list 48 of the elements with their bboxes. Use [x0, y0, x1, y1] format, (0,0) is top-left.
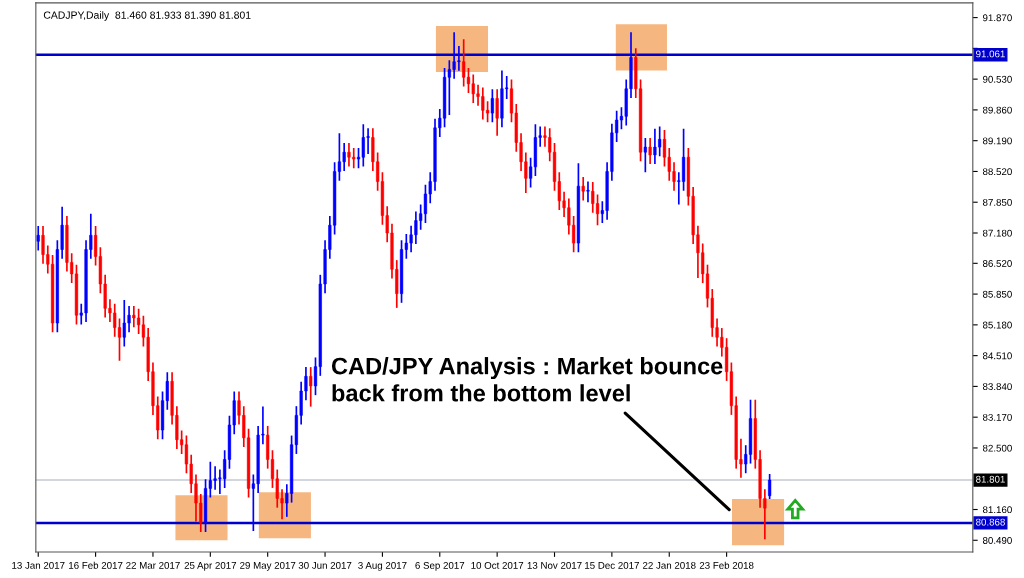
x-tick-label: 23 Feb 2018 [699, 561, 754, 569]
text: CADJPY,Daily 81.460 81.933 81.390 81.801 [43, 11, 251, 21]
candlestick [648, 137, 652, 165]
candlestick [662, 129, 667, 168]
x-tick-label: 29 May 2017 [240, 561, 296, 571]
candlestick [462, 38, 466, 88]
candlestick [586, 180, 590, 204]
candlestick [36, 225, 40, 252]
y-tick-label: 80.490 [982, 537, 1012, 544]
x-tick-label: 6 Sep 2017 [415, 561, 465, 571]
candlestick [423, 183, 428, 224]
x-tick-label: 25 Apr 2017 [184, 561, 237, 571]
candlestick [495, 88, 499, 137]
x-tick-label: 30 Jun 2017 [298, 561, 352, 569]
ref-line-label: 80.868 [976, 518, 1005, 526]
y-tick-label: 86.520 [982, 260, 1012, 267]
y-tick-label: 87.180 [982, 229, 1012, 237]
y-tick-label: 91.870 [982, 14, 1012, 22]
x-tick-label: 15 Dec 2017 [585, 561, 639, 569]
candlestick [490, 88, 494, 124]
x-tick-label: 22 Mar 2017 [126, 561, 180, 569]
candlestick [595, 193, 600, 227]
y-tick-label: 89.190 [982, 137, 1012, 145]
candlestick [309, 366, 313, 408]
candlestick [643, 137, 647, 174]
candlestick [768, 473, 772, 500]
y-tick-label: 81.160 [982, 506, 1012, 514]
ref-line-label: 91.061 [976, 50, 1005, 58]
annotation: CAD/JPY Analysis : Market bounce back from the bottom level [331, 357, 723, 402]
x-tick-label: 10 Oct 2017 [471, 561, 524, 569]
y-tick-label: 89.860 [982, 106, 1012, 114]
y-tick-label: 84.510 [982, 352, 1012, 360]
y-tick-label: 82.500 [982, 444, 1012, 452]
candlestick [581, 176, 585, 202]
candlestick [485, 100, 490, 124]
y-tick-label: 83.840 [982, 383, 1012, 391]
y-tick-label: 88.520 [982, 168, 1012, 176]
ref-line-label: 81.801 [976, 475, 1005, 483]
y-tick-label: 83.170 [982, 413, 1012, 421]
y-tick-label: 85.180 [982, 321, 1012, 329]
x-tick-label: 13 Nov 2017 [527, 561, 582, 569]
y-tick-label: 85.850 [982, 290, 1012, 298]
y-tick-label: 87.850 [982, 198, 1012, 206]
x-tick-label: 22 Jan 2018 [642, 561, 696, 569]
x-tick-label: 3 Aug 2017 [358, 561, 407, 571]
x-tick-label: 16 Feb 2017 [69, 561, 123, 569]
y-tick-label: 90.530 [982, 75, 1012, 83]
x-tick-label: 13 Jan 2017 [12, 561, 65, 569]
